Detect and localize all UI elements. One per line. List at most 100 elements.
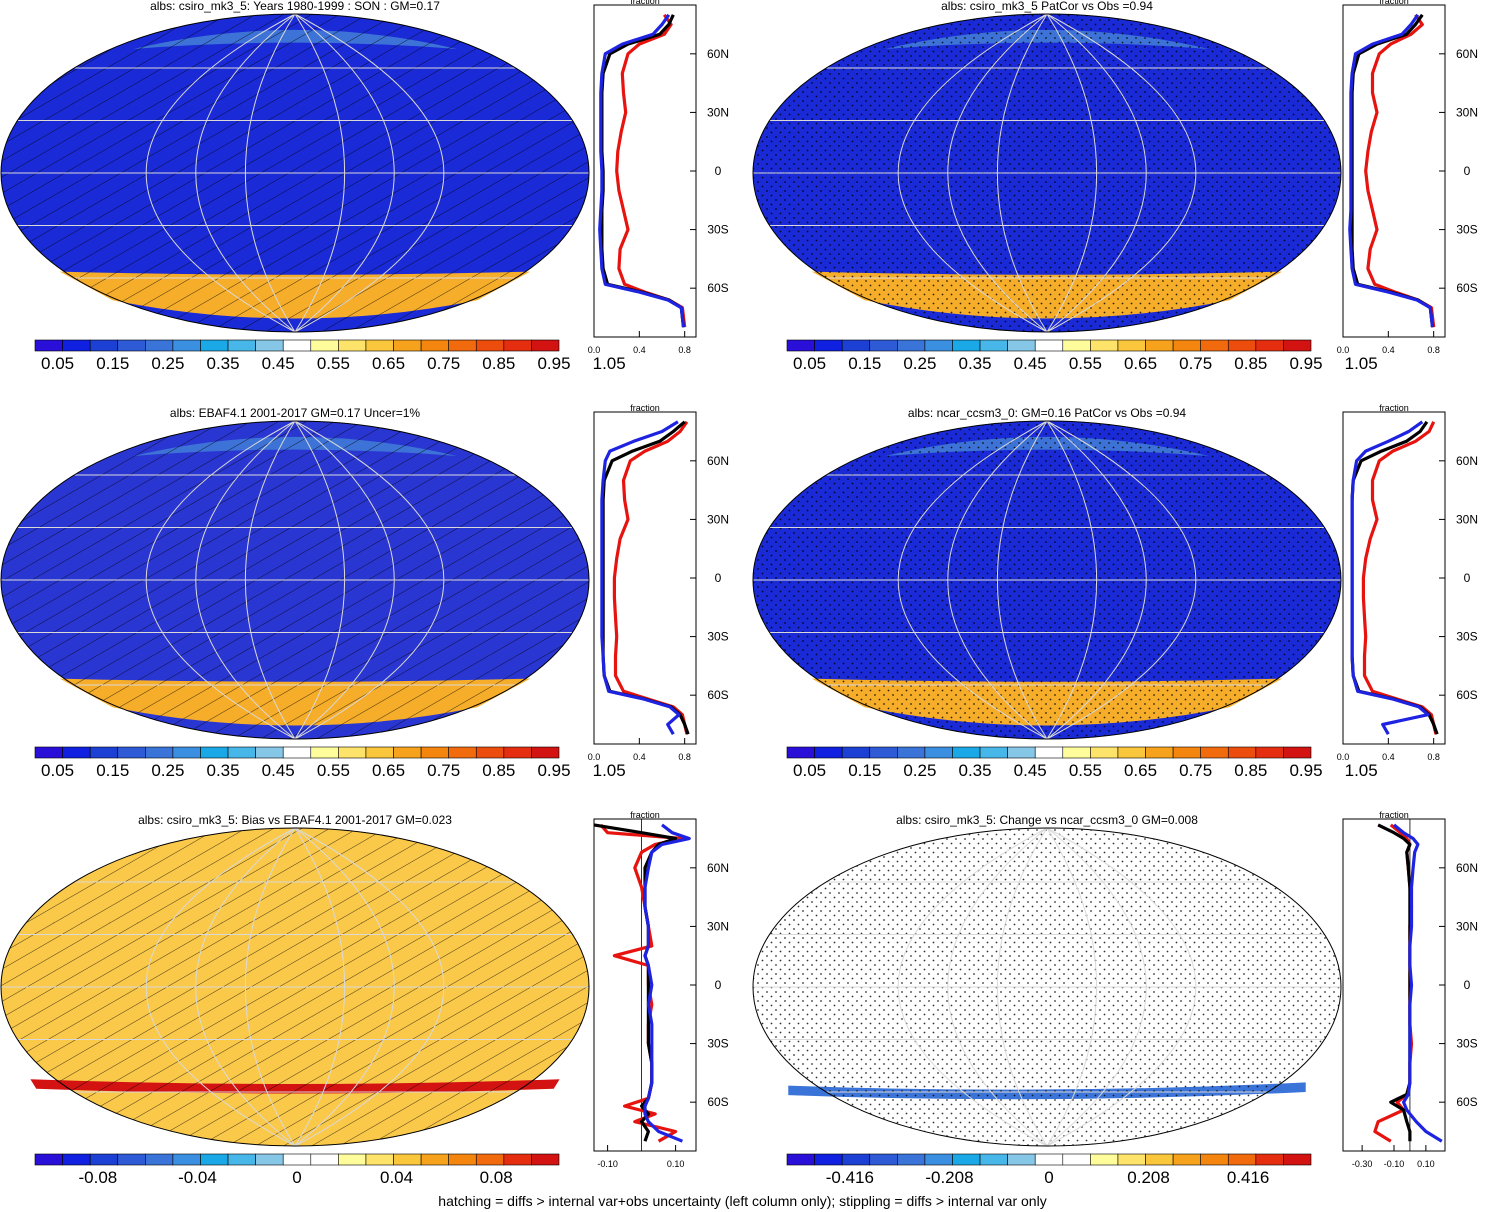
colorbar-swatch: [841, 746, 871, 759]
colorbar-swatch: [200, 1153, 229, 1166]
zonal-frame: [1342, 411, 1446, 745]
colorbar-label: 0.45: [262, 761, 295, 780]
graticule-meridian: [245, 13, 296, 333]
colorbar-swatch: [365, 1153, 394, 1166]
colorbar-label: 1.05: [593, 761, 626, 780]
colorbar-swatch: [869, 339, 898, 352]
colorbar-swatch: [1007, 1153, 1036, 1166]
map-border: [0, 827, 590, 1147]
colorbar-swatch: [1200, 339, 1229, 352]
colorbar-label: 0: [1044, 1168, 1053, 1187]
x-tick-label: 0.0: [1337, 345, 1350, 355]
colorbar-label: 0.55: [317, 761, 350, 780]
colorbar-label: 0.85: [482, 761, 515, 780]
graticule-meridian: [294, 827, 395, 1147]
colorbar-swatch: [1062, 339, 1091, 352]
colorbar-swatch: [1117, 746, 1146, 759]
y-tick-label: 30N: [707, 919, 729, 933]
y-tick-label: 60N: [707, 454, 729, 468]
x-tick-label: 0.8: [1427, 752, 1440, 762]
colorbar-swatch: [420, 746, 449, 759]
graticule-meridian: [1046, 420, 1097, 740]
colorbar-swatch: [448, 1153, 477, 1166]
colorbar-swatch: [282, 1153, 312, 1166]
colorbar-swatch: [814, 1153, 843, 1166]
colorbar-label: 1.05: [1345, 354, 1378, 373]
zonal-xlabel: fraction: [630, 810, 660, 820]
x-tick-label: 0.8: [678, 345, 691, 355]
colorbar-label: 0.95: [537, 761, 570, 780]
colorbar-swatch: [365, 746, 394, 759]
colorbar-label: 0.95: [537, 354, 570, 373]
chart-panel-6: albs: csiro_mk3_5: Change vs ncar_ccsm3_…: [752, 810, 1478, 1187]
graticule-meridian: [1046, 420, 1197, 740]
graticule-meridian: [294, 13, 445, 333]
colorbar-swatch: [475, 339, 505, 352]
graticule-meridian: [294, 420, 345, 740]
y-tick-label: 30N: [1456, 512, 1478, 526]
zonal-xlabel: fraction: [1379, 810, 1409, 820]
colorbar-swatch: [448, 339, 477, 352]
graticule-meridian: [1046, 13, 1147, 333]
zonal-frame: [1342, 818, 1446, 1152]
colorbar-label: 0.85: [482, 354, 515, 373]
graticule-meridian: [294, 827, 445, 1147]
colorbar-label: 1.05: [1345, 761, 1378, 780]
graticule-meridian: [195, 420, 296, 740]
graticule-meridian: [947, 827, 1048, 1147]
colorbar-swatch: [89, 1153, 119, 1166]
colorbar-swatch: [1145, 1153, 1174, 1166]
colorbar-swatch: [897, 1153, 926, 1166]
panel-title: albs: csiro_mk3_5: Years 1980-1999 : SON…: [150, 0, 440, 13]
colorbar-swatch: [200, 339, 229, 352]
colorbar-swatch: [172, 1153, 201, 1166]
graticule-meridian: [997, 827, 1048, 1147]
graticule-meridian: [897, 420, 1048, 740]
zonal-mean-plot: fraction 60N 30N 0 30S 60S -0.30 -0.10 0.10: [1342, 810, 1478, 1169]
colorbar-swatch: [1255, 339, 1284, 352]
colorbar-swatch: [503, 746, 532, 759]
colorbar-label: 0.55: [317, 354, 350, 373]
colorbar-swatch: [255, 1153, 284, 1166]
chart-panel-3: albs: EBAF4.1 2001-2017 GM=0.17 Uncer=1%…: [0, 403, 729, 780]
x-tick-label: 0.0: [1337, 752, 1350, 762]
colorbar-label: 0.85: [1234, 761, 1267, 780]
colorbar-swatch: [145, 339, 174, 352]
colorbar-swatch: [786, 746, 815, 759]
colorbar-swatch: [1145, 339, 1174, 352]
colorbar-swatch: [62, 1153, 91, 1166]
x-tick-label: -0.10: [1384, 1159, 1405, 1169]
zonal-series-line_other: [1392, 823, 1443, 1143]
graticule-meridian: [294, 13, 395, 333]
zonal-xlabel: fraction: [1379, 0, 1409, 6]
footer-note: hatching = diffs > internal var+obs unce…: [438, 1193, 1047, 1209]
colorbar-label: -0.416: [826, 1168, 874, 1187]
colorbar-swatch: [897, 339, 926, 352]
y-tick-label: 0: [1464, 571, 1471, 585]
colorbar-swatch: [897, 746, 926, 759]
colorbar-swatch: [255, 746, 284, 759]
colorbar-swatch: [1172, 339, 1201, 352]
colorbar-label: 0.25: [151, 761, 184, 780]
chart-panel-5: albs: csiro_mk3_5: Bias vs EBAF4.1 2001-…: [0, 810, 729, 1187]
y-tick-label: 60S: [707, 688, 728, 702]
y-tick-label: 0: [715, 978, 722, 992]
colorbar-swatch: [1200, 1153, 1229, 1166]
y-tick-label: 30S: [707, 1037, 728, 1051]
colorbar-swatch: [979, 1153, 1008, 1166]
colorbar-swatch: [1200, 746, 1229, 759]
colorbar-swatch: [531, 339, 560, 352]
colorbar-label: 0.55: [1069, 761, 1102, 780]
y-tick-label: 60N: [707, 861, 729, 875]
zonal-xlabel: fraction: [630, 403, 660, 413]
zonal-series-line_other: [598, 13, 686, 328]
y-tick-label: 0: [1464, 978, 1471, 992]
colorbar-label: 0.75: [1179, 354, 1212, 373]
colorbar-label: 0.45: [1014, 354, 1047, 373]
y-tick-label: 30N: [707, 512, 729, 526]
x-tick-label: -0.30: [1352, 1159, 1373, 1169]
colorbar-swatch: [1227, 746, 1257, 759]
zonal-frame: [593, 4, 697, 338]
map-border: [752, 827, 1342, 1147]
map-border: [0, 420, 590, 740]
